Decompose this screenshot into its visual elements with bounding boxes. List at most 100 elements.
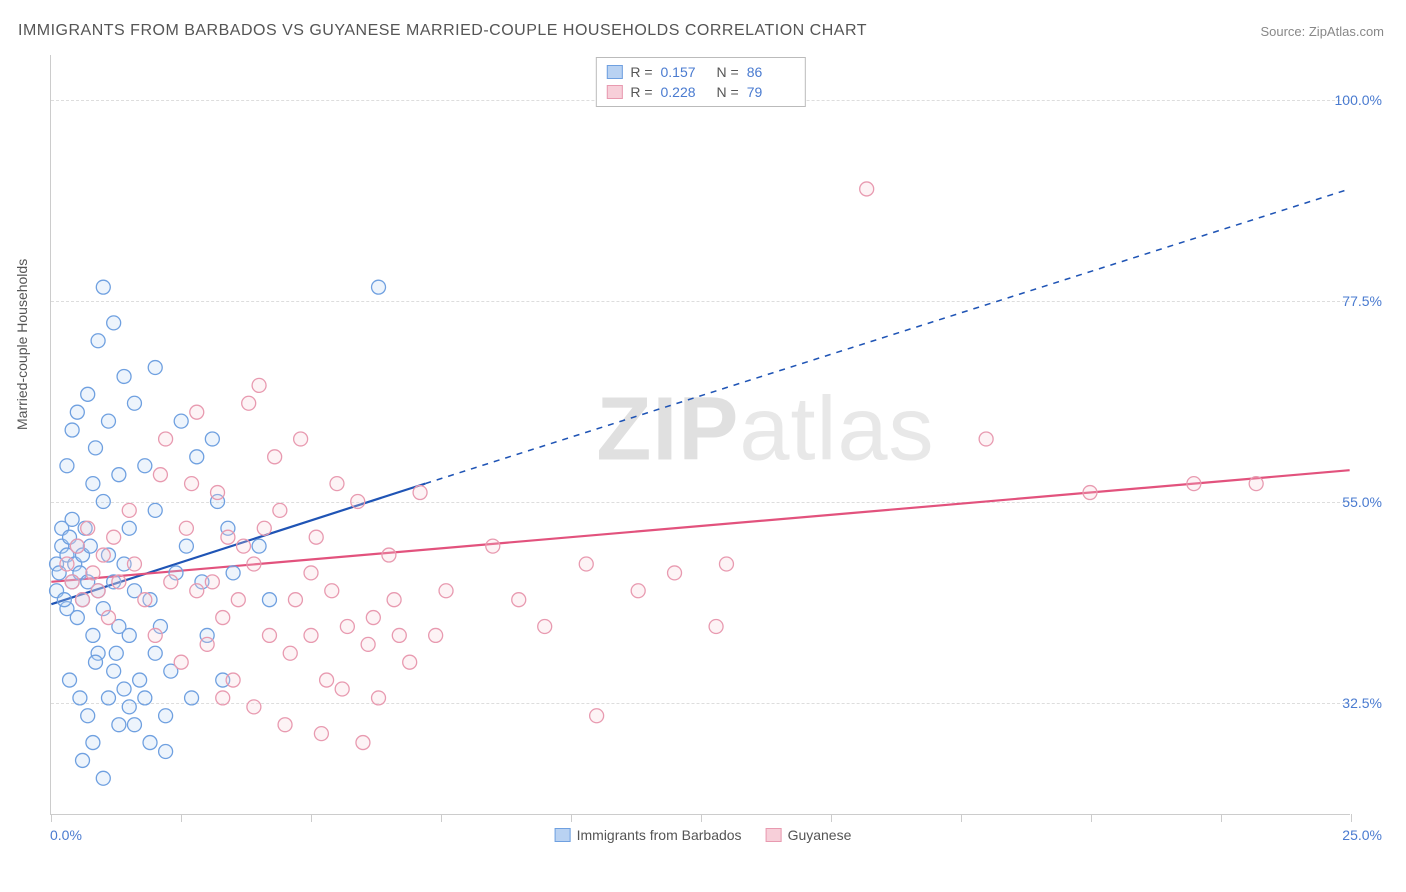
data-point (86, 736, 100, 750)
data-point (330, 477, 344, 491)
data-point (340, 619, 354, 633)
data-point (1249, 477, 1263, 491)
data-point (413, 486, 427, 500)
data-point (278, 718, 292, 732)
n-label: N = (717, 64, 739, 80)
correlation-legend-row: R = 0.228 N = 79 (606, 82, 794, 102)
data-point (429, 628, 443, 642)
data-point (351, 494, 365, 508)
data-point (366, 611, 380, 625)
data-point (159, 432, 173, 446)
data-point (200, 637, 214, 651)
data-point (91, 584, 105, 598)
series2-label: Guyanese (788, 827, 852, 843)
data-point (63, 673, 77, 687)
plot-area: ZIPatlas R = 0.157 N = 86 R = 0.228 N = … (50, 55, 1350, 815)
data-point (133, 673, 147, 687)
data-point (96, 494, 110, 508)
data-point (81, 709, 95, 723)
data-point (979, 432, 993, 446)
x-tick (701, 814, 702, 822)
data-point (70, 611, 84, 625)
data-point (237, 539, 251, 553)
r-label: R = (630, 64, 652, 80)
data-point (127, 718, 141, 732)
data-point (304, 628, 318, 642)
data-point (216, 691, 230, 705)
data-point (81, 521, 95, 535)
r-label: R = (630, 84, 652, 100)
data-point (60, 459, 74, 473)
chart-container: IMMIGRANTS FROM BARBADOS VS GUYANESE MAR… (0, 0, 1406, 892)
data-point (148, 503, 162, 517)
data-point (159, 745, 173, 759)
data-point (719, 557, 733, 571)
data-point (247, 700, 261, 714)
data-point (579, 557, 593, 571)
data-point (86, 566, 100, 580)
data-point (190, 450, 204, 464)
data-point (143, 736, 157, 750)
data-point (65, 575, 79, 589)
data-point (538, 619, 552, 633)
data-point (65, 512, 79, 526)
data-point (268, 450, 282, 464)
data-point (127, 396, 141, 410)
x-axis-min-label: 0.0% (50, 827, 82, 843)
data-point (109, 646, 123, 660)
legend-swatch-series1 (606, 65, 622, 79)
data-point (57, 593, 71, 607)
data-point (138, 691, 152, 705)
data-point (247, 557, 261, 571)
data-point (262, 628, 276, 642)
data-point (107, 664, 121, 678)
data-point (356, 736, 370, 750)
data-point (138, 459, 152, 473)
data-point (190, 405, 204, 419)
data-point (668, 566, 682, 580)
data-point (83, 539, 97, 553)
data-point (205, 432, 219, 446)
scatter-points-svg (51, 55, 1350, 814)
data-point (387, 593, 401, 607)
data-point (512, 593, 526, 607)
data-point (372, 691, 386, 705)
data-point (164, 575, 178, 589)
data-point (112, 468, 126, 482)
data-point (96, 280, 110, 294)
chart-source: Source: ZipAtlas.com (1260, 24, 1384, 39)
data-point (117, 682, 131, 696)
data-point (190, 584, 204, 598)
series-legend-item: Immigrants from Barbados (555, 827, 742, 843)
data-point (283, 646, 297, 660)
data-point (91, 334, 105, 348)
data-point (148, 361, 162, 375)
series-legend: Immigrants from Barbados Guyanese (555, 827, 852, 843)
correlation-legend-row: R = 0.157 N = 86 (606, 62, 794, 82)
data-point (179, 539, 193, 553)
y-axis-label: Married-couple Households (14, 259, 30, 430)
data-point (211, 486, 225, 500)
data-point (226, 673, 240, 687)
data-point (1083, 486, 1097, 500)
data-point (174, 414, 188, 428)
data-point (309, 530, 323, 544)
data-point (148, 628, 162, 642)
r-value-series2: 0.228 (661, 84, 709, 100)
data-point (86, 628, 100, 642)
data-point (76, 593, 90, 607)
x-tick (311, 814, 312, 822)
data-point (325, 584, 339, 598)
data-point (257, 521, 271, 535)
data-point (231, 593, 245, 607)
data-point (86, 477, 100, 491)
data-point (179, 521, 193, 535)
x-tick (1091, 814, 1092, 822)
n-value-series1: 86 (747, 64, 795, 80)
data-point (294, 432, 308, 446)
data-point (304, 566, 318, 580)
data-point (372, 280, 386, 294)
x-axis-max-label: 25.0% (1342, 827, 1382, 843)
data-point (252, 539, 266, 553)
data-point (81, 387, 95, 401)
